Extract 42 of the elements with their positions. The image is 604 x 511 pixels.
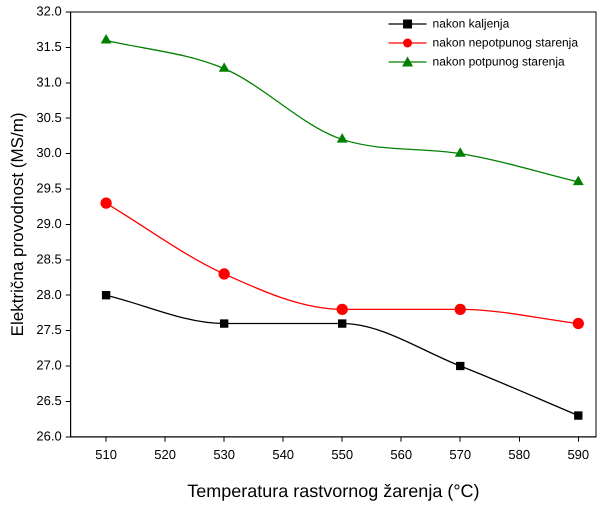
legend-label: nakon nepotpunog starenja bbox=[432, 35, 578, 50]
point bbox=[218, 268, 230, 280]
x-tick-label: 540 bbox=[272, 447, 294, 462]
x-tick-label: 580 bbox=[508, 447, 530, 462]
y-tick-label: 28.5 bbox=[36, 251, 62, 266]
point bbox=[338, 319, 346, 328]
point bbox=[573, 176, 584, 186]
x-tick-label: 550 bbox=[331, 447, 354, 462]
point bbox=[102, 291, 110, 300]
x-tick-label: 530 bbox=[213, 447, 236, 462]
point bbox=[100, 198, 112, 209]
legend-label: nakon potpunog starenja bbox=[432, 54, 565, 68]
y-tick-label: 31.0 bbox=[36, 74, 62, 90]
point bbox=[101, 34, 112, 44]
y-tick-label: 28.0 bbox=[36, 286, 62, 302]
point bbox=[572, 318, 584, 330]
x-tick-label: 590 bbox=[567, 447, 590, 462]
y-tick-label: 30.0 bbox=[36, 145, 62, 160]
point bbox=[455, 148, 466, 157]
y-tick-label: 29.5 bbox=[36, 180, 62, 196]
x-tick-label: 510 bbox=[95, 447, 117, 462]
point bbox=[574, 411, 582, 420]
y-tick-label: 27.5 bbox=[36, 322, 62, 338]
y-tick-label: 26.5 bbox=[36, 392, 62, 408]
point bbox=[219, 62, 230, 72]
point bbox=[336, 304, 348, 316]
y-tick-label: 30.5 bbox=[36, 110, 62, 125]
y-tick-label: 26.0 bbox=[36, 428, 62, 444]
y-tick-label: 32.0 bbox=[36, 4, 62, 19]
y-tick-label: 29.0 bbox=[36, 216, 62, 231]
x-tick-label: 560 bbox=[390, 447, 412, 462]
x-tick-label: 520 bbox=[154, 447, 176, 462]
point bbox=[337, 134, 348, 143]
point bbox=[454, 304, 466, 316]
point bbox=[456, 362, 464, 370]
y-tick-label: 27.0 bbox=[36, 358, 62, 373]
x-axis-title: Temperatura rastvornog žarenja (°C) bbox=[187, 481, 480, 502]
y-tick-label: 31.5 bbox=[36, 38, 62, 54]
point bbox=[220, 319, 228, 328]
y-axis-title: Električna provodnost (MS/m) bbox=[8, 112, 27, 336]
x-tick-label: 570 bbox=[449, 447, 472, 462]
legend-label: nakon kaljenja bbox=[432, 16, 510, 30]
